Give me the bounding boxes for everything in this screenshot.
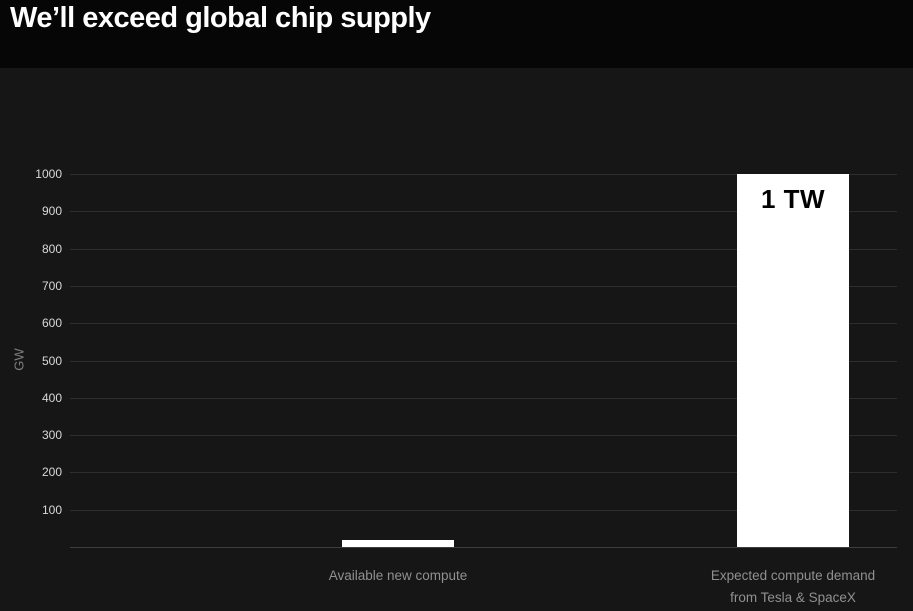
gridline [70, 323, 897, 324]
gridline [70, 398, 897, 399]
y-tick-label: 200 [41, 465, 62, 479]
y-tick-label: 400 [41, 391, 62, 405]
gridline [70, 435, 897, 436]
y-tick-label: 800 [41, 242, 62, 256]
x-axis-baseline [70, 547, 897, 548]
x-category-label: Available new compute [328, 568, 468, 583]
x-category-label: from Tesla & SpaceX [730, 590, 856, 605]
gridline [70, 510, 897, 511]
y-tick-label: 600 [41, 316, 62, 330]
y-tick-label: 300 [41, 428, 62, 442]
bar-expected-compute-demand-from-tesla-spacex: 1 TW [737, 174, 849, 547]
gridline [70, 472, 897, 473]
slide-title: We’ll exceed global chip supply [10, 2, 431, 34]
gridline [70, 361, 897, 362]
y-tick-label: 1000 [35, 167, 62, 181]
gridline [70, 211, 897, 212]
gridline [70, 286, 897, 287]
y-tick-label: 700 [41, 279, 62, 293]
x-category-label: Expected compute demand [710, 568, 876, 583]
y-tick-label: 100 [41, 503, 62, 517]
gridline [70, 249, 897, 250]
y-tick-label: 900 [41, 204, 62, 218]
bar-available-new-compute [342, 540, 454, 547]
bar-value-label: 1 TW [760, 184, 826, 214]
gridline [70, 174, 897, 175]
y-tick-label: 500 [41, 354, 62, 368]
